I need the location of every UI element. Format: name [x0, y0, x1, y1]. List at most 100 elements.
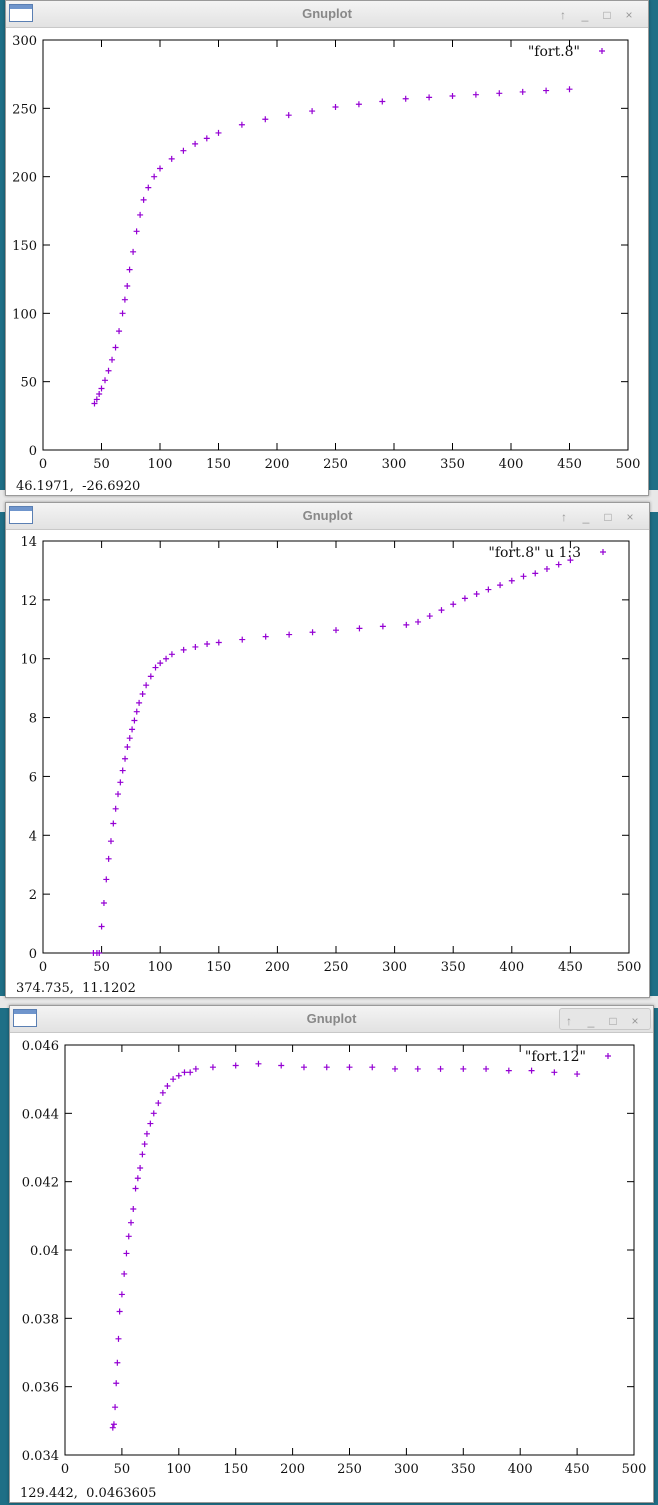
- data-point: [505, 1067, 512, 1074]
- minimize-icon[interactable]: _: [581, 8, 589, 22]
- x-tick-label: 400: [508, 1462, 533, 1477]
- x-tick-label: 0: [39, 457, 47, 472]
- keep-above-icon[interactable]: ↑: [560, 8, 566, 22]
- x-tick-label: 0: [61, 1462, 69, 1477]
- data-point: [128, 1219, 135, 1226]
- close-icon[interactable]: ×: [626, 510, 634, 524]
- x-tick-label: 200: [265, 457, 290, 472]
- keep-above-icon[interactable]: ↑: [561, 510, 567, 524]
- data-point: [130, 248, 137, 255]
- legend-marker: [599, 48, 605, 54]
- data-point: [159, 1089, 166, 1096]
- data-point: [126, 266, 133, 273]
- data-point: [239, 636, 246, 643]
- y-tick-label: 14: [20, 535, 37, 550]
- minimize-icon[interactable]: _: [587, 1014, 595, 1028]
- minimize-icon[interactable]: _: [582, 510, 590, 524]
- maximize-icon[interactable]: □: [609, 1014, 617, 1028]
- title-bar[interactable]: Gnuplot ↑ _ □ ×: [10, 1006, 653, 1033]
- data-point: [232, 1062, 239, 1069]
- x-tick-label: 400: [499, 960, 524, 975]
- y-tick-label: 6: [29, 770, 37, 785]
- gnuplot-window-1[interactable]: Gnuplot ↑ _ □ × 0 50 100 150 200 250 300 350 400…: [5, 0, 649, 496]
- plot-canvas[interactable]: 0 50 100 150 200 250 300 350 400 450 500 0 50 100 150 2…: [6, 28, 648, 473]
- title-bar[interactable]: Gnuplot ↑ _ □ ×: [6, 1, 648, 28]
- data-point: [238, 121, 245, 128]
- mouse-coordinate-readout: 374.735, 11.1202: [16, 981, 136, 996]
- plot-canvas[interactable]: 0 50 100 150 200 250 300 350 400 450 500 0.034 0.036…: [10, 1033, 653, 1478]
- gnuplot-window-3[interactable]: Gnuplot ↑ _ □ × 0 50 100 150 200 250 300 350 400…: [9, 1005, 654, 1503]
- y-tick-label: 0: [29, 947, 37, 962]
- mouse-coordinate-readout: 46.1971, -26.6920: [16, 479, 141, 494]
- x-tick-label: 150: [206, 457, 231, 472]
- data-point: [100, 899, 107, 906]
- data-point: [543, 565, 550, 572]
- x-tick-label: 350: [441, 960, 466, 975]
- data-point: [152, 664, 159, 671]
- x-tick-label: 200: [280, 1462, 305, 1477]
- data-point: [115, 1335, 122, 1342]
- x-tick-label: 300: [382, 457, 407, 472]
- data-point: [115, 791, 122, 798]
- gnuplot-window-2[interactable]: Gnuplot ↑ _ □ × 0 50 100 150 200 250 300 350 400…: [5, 502, 650, 998]
- x-tick-label: 500: [616, 457, 641, 472]
- data-point: [96, 390, 103, 397]
- x-tick-label: 450: [557, 457, 582, 472]
- data-point: [473, 590, 480, 597]
- data-point: [403, 621, 410, 628]
- data-point: [116, 1308, 123, 1315]
- close-icon[interactable]: ×: [631, 1014, 639, 1028]
- data-point: [143, 682, 150, 689]
- data-point: [333, 627, 339, 634]
- data-point: [192, 643, 199, 650]
- window-menu-icon[interactable]: [9, 4, 33, 22]
- plot-canvas[interactable]: 0 50 100 150 200 250 300 350 400 450 500 0 2 4 6 8 10 12 1…: [6, 530, 649, 975]
- data-point: [103, 876, 110, 883]
- maximize-icon[interactable]: □: [604, 510, 612, 524]
- data-point: [255, 1060, 262, 1067]
- window-menu-icon[interactable]: [9, 506, 33, 524]
- data-point: [356, 625, 363, 632]
- data-point: [139, 691, 146, 698]
- data-point: [112, 805, 119, 812]
- maximize-icon[interactable]: □: [603, 8, 611, 22]
- data-point: [346, 1064, 353, 1071]
- data-point: [121, 296, 128, 303]
- data-point: [369, 1064, 376, 1071]
- data-point: [449, 93, 456, 100]
- x-tick-label: 300: [394, 1462, 419, 1477]
- data-point: [192, 140, 199, 147]
- data-point: [180, 147, 187, 154]
- y-tick-label: 0.038: [22, 1312, 59, 1327]
- data-point: [117, 779, 124, 786]
- data-point: [323, 1064, 330, 1071]
- data-point: [147, 673, 154, 680]
- data-point: [461, 595, 468, 602]
- data-point: [157, 660, 164, 667]
- y-tick-label: 0.044: [22, 1107, 59, 1122]
- data-point: [483, 1065, 490, 1072]
- x-tick-label: 500: [622, 1462, 647, 1477]
- window-controls: ↑ _ □ ×: [554, 3, 646, 25]
- data-point: [497, 582, 504, 589]
- data-point: [155, 1100, 162, 1107]
- legend-marker: [600, 549, 606, 555]
- data-point: [164, 1083, 171, 1089]
- window-menu-icon[interactable]: [13, 1009, 37, 1027]
- data-point: [119, 310, 126, 317]
- y-tick-label: 0.04: [30, 1244, 59, 1259]
- title-bar[interactable]: Gnuplot ↑ _ □ ×: [6, 503, 649, 530]
- data-point: [555, 561, 562, 568]
- x-tick-label: 500: [617, 960, 642, 975]
- x-tick-label: 400: [499, 457, 524, 472]
- data-point: [215, 639, 222, 646]
- data-point: [278, 1062, 285, 1069]
- data-point: [309, 108, 316, 115]
- data-point: [450, 601, 457, 608]
- data-point: [437, 1065, 444, 1072]
- close-icon[interactable]: ×: [625, 8, 633, 22]
- data-point: [496, 90, 503, 97]
- y-tick-label: 50: [20, 376, 37, 391]
- y-tick-label: 250: [12, 102, 37, 117]
- keep-above-icon[interactable]: ↑: [566, 1014, 572, 1028]
